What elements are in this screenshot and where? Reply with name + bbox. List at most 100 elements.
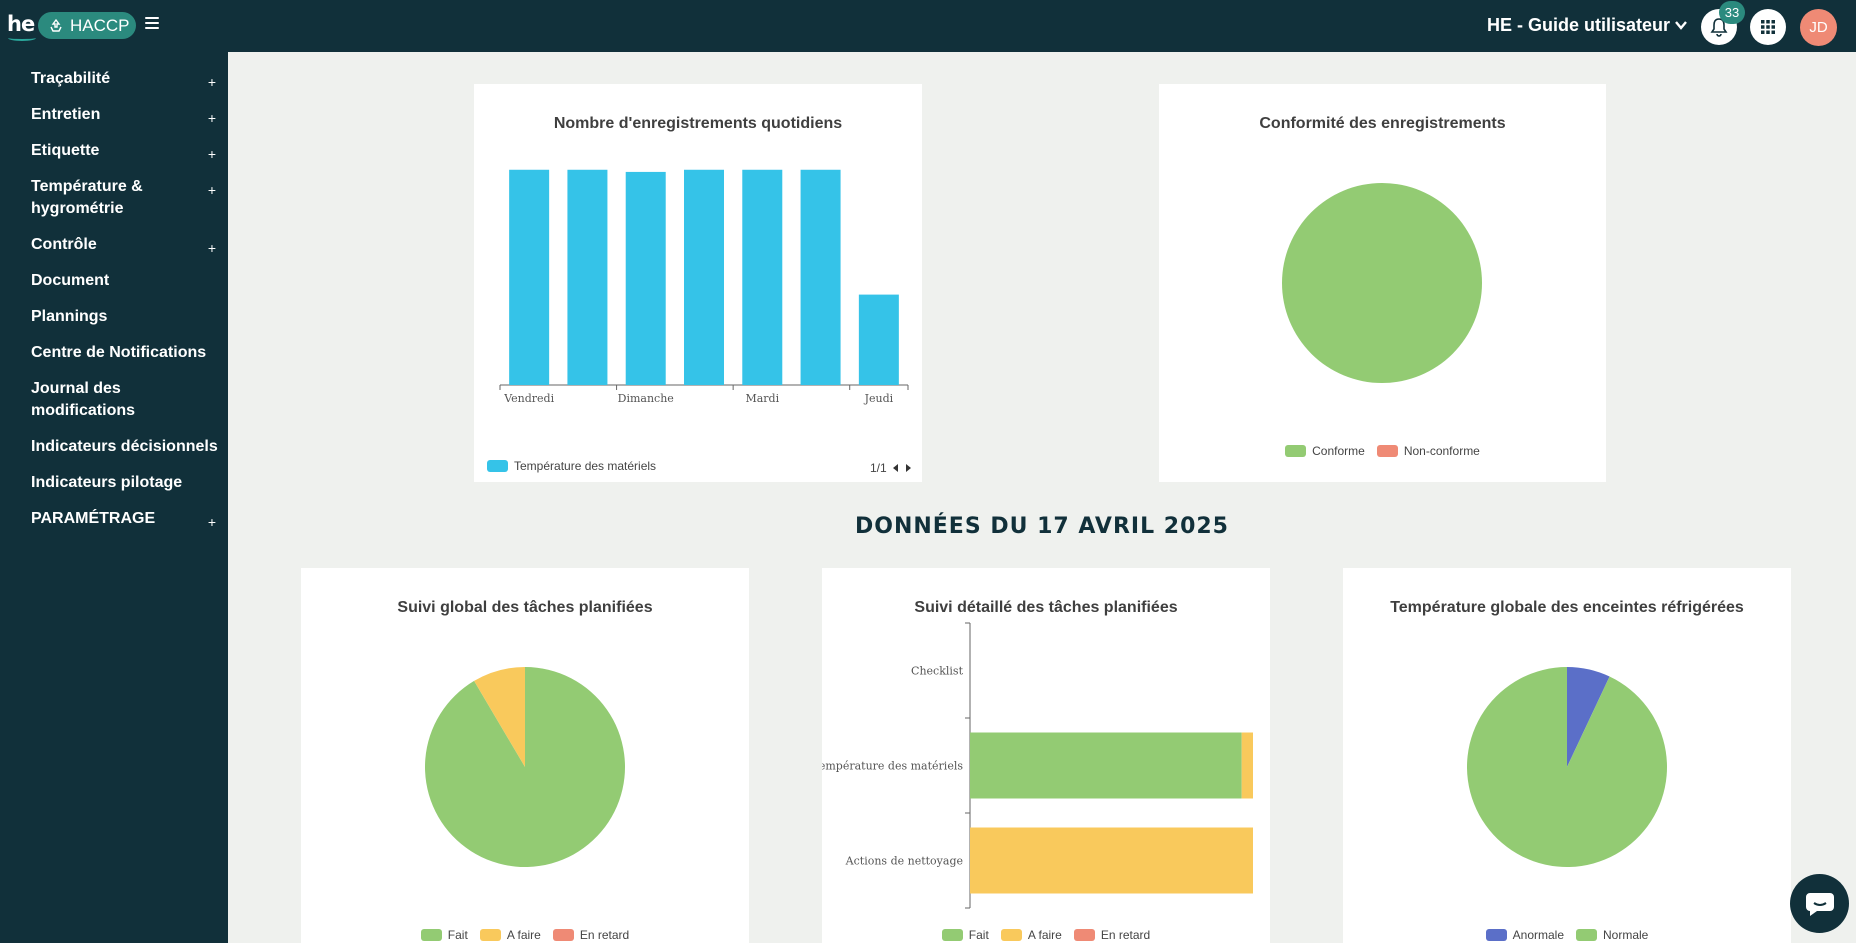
legend-swatch bbox=[552, 929, 574, 941]
chart-legend: Fait A faire En retard bbox=[822, 928, 1270, 942]
sidebar-item-document[interactable]: Document bbox=[31, 270, 216, 292]
sidebar-item-label: Traçabilité bbox=[31, 70, 111, 87]
legend-swatch bbox=[941, 929, 963, 941]
sidebar-item-temperature[interactable]: Température & hygrométrie + bbox=[31, 176, 216, 220]
legend-item[interactable]: Conforme bbox=[1285, 444, 1365, 458]
chat-button[interactable] bbox=[1790, 874, 1849, 933]
chart-legend: Conforme Non-conforme bbox=[1159, 444, 1606, 458]
sidebar-item-parametrage[interactable]: PARAMÉTRAGE + bbox=[31, 508, 216, 530]
legend-swatch bbox=[1000, 929, 1022, 941]
expand-icon[interactable]: + bbox=[207, 240, 216, 256]
bar bbox=[742, 169, 783, 385]
sidebar-item-label: Indicateurs décisionnels bbox=[31, 438, 218, 455]
bar bbox=[509, 169, 550, 385]
chart-legend: Fait A faire En retard bbox=[301, 928, 749, 942]
sidebar-item-notifications[interactable]: Centre de Notifications bbox=[31, 342, 216, 364]
menu-toggle-icon[interactable] bbox=[145, 17, 159, 31]
sidebar-item-label: Centre de Notifications bbox=[31, 344, 207, 361]
user-avatar[interactable]: JD bbox=[1800, 9, 1837, 46]
fridge-temperature-card: Température globale des enceintes réfrig… bbox=[1343, 568, 1791, 943]
legend-label: Fait bbox=[968, 928, 989, 942]
bar bbox=[625, 171, 666, 385]
legend-item[interactable]: A faire bbox=[479, 928, 541, 942]
pager-next-icon[interactable] bbox=[905, 464, 911, 472]
conformity-card: Conformité des enregistrements Conforme … bbox=[1159, 84, 1606, 482]
x-tick-label: Dimanche bbox=[618, 392, 674, 405]
logo[interactable]: he bbox=[7, 12, 35, 36]
legend-item[interactable]: En retard bbox=[552, 928, 630, 942]
legend-swatch bbox=[1576, 929, 1597, 941]
chart-title: Suivi global des tâches planifiées bbox=[397, 599, 653, 616]
expand-icon[interactable]: + bbox=[207, 74, 216, 90]
app-badge[interactable]: HACCP bbox=[38, 12, 136, 39]
chat-bubble-icon bbox=[1805, 892, 1834, 916]
legend-item[interactable]: Fait bbox=[941, 928, 989, 942]
legend-label: Fait bbox=[447, 928, 468, 942]
chart-title: Température globale des enceintes réfrig… bbox=[1390, 599, 1744, 616]
sidebar-item-controle[interactable]: Contrôle + bbox=[31, 234, 216, 256]
daily-records-card: Nombre d'enregistrements quotidiens Vend… bbox=[474, 84, 922, 482]
sidebar-item-label: Plannings bbox=[31, 308, 108, 325]
chart-title: Nombre d'enregistrements quotidiens bbox=[553, 115, 843, 132]
legend-label: Non-conforme bbox=[1403, 444, 1480, 458]
legend-label: Anormale bbox=[1512, 928, 1564, 942]
sidebar-item-label: Contrôle bbox=[31, 236, 97, 253]
apps-button[interactable] bbox=[1750, 9, 1786, 45]
legend-swatch bbox=[1485, 929, 1507, 941]
sidebar-item-tracabilite[interactable]: Traçabilité + bbox=[31, 68, 216, 90]
expand-icon[interactable]: + bbox=[207, 182, 216, 198]
bar bbox=[800, 169, 841, 385]
legend-label: Température des matériels bbox=[514, 459, 657, 473]
x-tick-label: Mardi bbox=[745, 392, 779, 405]
legend-item[interactable]: A faire bbox=[1000, 928, 1062, 942]
legend-item[interactable]: Non-conforme bbox=[1376, 444, 1480, 458]
global-tasks-card: Suivi global des tâches planifiées Fait … bbox=[301, 568, 749, 943]
sidebar-item-plannings[interactable]: Plannings bbox=[31, 306, 216, 328]
chevron-down-icon[interactable] bbox=[1675, 21, 1687, 30]
daily-records-chart: Vendredi Dimanche Mardi Jeudi bbox=[499, 169, 909, 405]
bar bbox=[684, 169, 724, 385]
legend-item[interactable]: Anormale bbox=[1485, 928, 1564, 942]
legend-item[interactable]: Température des matériels bbox=[487, 459, 656, 473]
expand-icon[interactable]: + bbox=[207, 514, 216, 530]
conformity-pie-chart bbox=[1282, 183, 1482, 383]
legend-item[interactable]: Normale bbox=[1576, 928, 1648, 942]
legend-label: A faire bbox=[506, 928, 541, 942]
pie-slice bbox=[474, 667, 525, 767]
detailed-tasks-card: Suivi détaillé des tâches planifiées Che… bbox=[822, 568, 1270, 943]
sidebar-item-indicateurs-pilotage[interactable]: Indicateurs pilotage bbox=[31, 472, 216, 494]
global-tasks-pie-chart bbox=[424, 667, 625, 867]
legend-item[interactable]: Fait bbox=[420, 928, 468, 942]
site-selector[interactable]: HE - Guide utilisateur bbox=[1487, 15, 1671, 35]
expand-icon[interactable]: + bbox=[207, 110, 216, 126]
x-tick-label: Vendredi bbox=[503, 392, 554, 405]
bar bbox=[858, 294, 899, 385]
legend-item[interactable]: En retard bbox=[1073, 928, 1150, 942]
pager-prev-icon[interactable] bbox=[892, 464, 899, 472]
pager-text: 1/1 bbox=[870, 461, 887, 475]
pie-slice bbox=[1467, 667, 1667, 867]
sidebar-item-label: Entretien bbox=[31, 106, 101, 123]
legend-swatch bbox=[1376, 445, 1398, 457]
legend-swatch bbox=[420, 929, 442, 941]
sidebar-item-etiquette[interactable]: Etiquette + bbox=[31, 140, 216, 162]
chart-legend: Anormale Normale bbox=[1343, 928, 1791, 942]
sidebar-item-entretien[interactable]: Entretien + bbox=[31, 104, 216, 126]
expand-icon[interactable]: + bbox=[207, 146, 216, 162]
chart-title: Conformité des enregistrements bbox=[1259, 115, 1506, 132]
bar-segment bbox=[970, 732, 1242, 799]
sidebar-item-label: Document bbox=[31, 272, 110, 289]
sidebar-item-journal[interactable]: Journal des modifications bbox=[31, 378, 216, 422]
sidebar: Traçabilité + Entretien + Etiquette + Tempé… bbox=[0, 52, 228, 943]
bar-segment bbox=[1241, 732, 1253, 799]
y-tick-label: Température des matériels bbox=[822, 760, 963, 773]
fridge-temperature-pie-chart bbox=[1467, 667, 1667, 867]
sidebar-item-indicateurs-decisionnels[interactable]: Indicateurs décisionnels bbox=[31, 436, 218, 458]
sidebar-item-label: Indicateurs pilotage bbox=[31, 474, 183, 491]
pie-slice bbox=[1282, 183, 1482, 383]
x-tick-label: Jeudi bbox=[864, 392, 894, 405]
pie-slice bbox=[424, 667, 625, 867]
legend-pager: 1/1 bbox=[870, 461, 911, 475]
app-badge-label: HACCP bbox=[70, 16, 130, 35]
legend-label: En retard bbox=[579, 928, 630, 942]
